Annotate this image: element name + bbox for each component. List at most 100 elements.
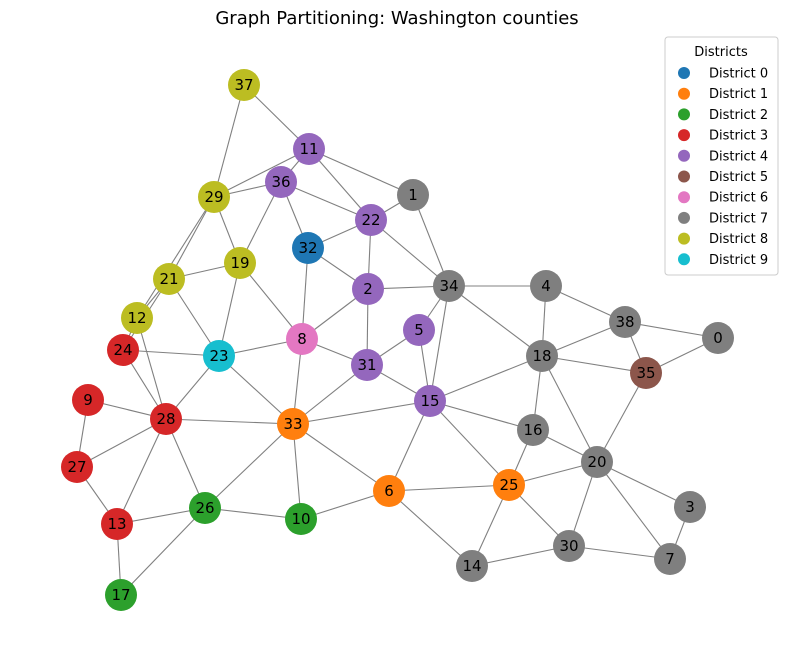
node-circle-6 — [373, 475, 405, 507]
node-label-8: 8 — [297, 330, 307, 348]
node-11: 11 — [293, 133, 325, 165]
node-label-33: 33 — [283, 415, 302, 433]
edge-22-34 — [370, 219, 450, 287]
edge-18-35 — [541, 355, 647, 374]
edge-11-1 — [308, 148, 414, 196]
edge-24-23 — [122, 349, 220, 357]
node-circle-29 — [198, 181, 230, 213]
node-circle-10 — [285, 503, 317, 535]
edge-19-8 — [239, 262, 303, 340]
node-label-34: 34 — [439, 277, 458, 295]
node-circle-12 — [121, 302, 153, 334]
node-19: 19 — [224, 247, 256, 279]
node-label-27: 27 — [67, 458, 86, 476]
node-label-26: 26 — [195, 499, 214, 517]
node-18: 18 — [526, 340, 558, 372]
legend-marker-1 — [678, 87, 690, 100]
edge-28-33 — [165, 418, 294, 425]
legend-label-3: District 3 — [709, 129, 768, 144]
node-circle-33 — [277, 408, 309, 440]
node-label-36: 36 — [271, 173, 290, 191]
node-24: 24 — [107, 334, 139, 366]
legend-item-district-6: District 6 — [678, 191, 768, 206]
node-8: 8 — [286, 323, 318, 355]
node-circle-37 — [228, 69, 260, 101]
legend-item-district-4: District 4 — [678, 149, 768, 164]
node-circle-24 — [107, 334, 139, 366]
node-label-3: 3 — [685, 498, 695, 516]
legend-label-1: District 1 — [709, 87, 768, 102]
node-circle-28 — [150, 403, 182, 435]
node-label-13: 13 — [107, 515, 126, 533]
edge-6-14 — [388, 490, 473, 567]
node-23: 23 — [203, 340, 235, 372]
edge-15-25 — [429, 400, 510, 486]
node-label-31: 31 — [357, 356, 376, 374]
node-label-22: 22 — [361, 211, 380, 229]
legend-frame — [664, 36, 779, 276]
edge-33-6 — [292, 423, 390, 492]
node-circle-18 — [526, 340, 558, 372]
node-label-12: 12 — [127, 309, 146, 327]
node-3: 3 — [674, 491, 706, 523]
node-circle-34 — [433, 270, 465, 302]
legend-marker-4 — [678, 149, 690, 162]
node-10: 10 — [285, 503, 317, 535]
node-9: 9 — [72, 384, 104, 416]
node-32: 32 — [292, 232, 324, 264]
legend-label-0: District 0 — [709, 67, 768, 82]
node-label-23: 23 — [209, 347, 228, 365]
node-label-19: 19 — [230, 254, 249, 272]
edge-37-29 — [213, 84, 245, 198]
node-label-17: 17 — [111, 586, 130, 604]
legend: Districts District 0 District 1 District 2… — [664, 36, 779, 276]
node-14: 14 — [456, 550, 488, 582]
legend-label-8: District 8 — [709, 232, 768, 247]
edge-6-25 — [388, 484, 510, 492]
edge-1-34 — [412, 194, 450, 287]
edge-20-3 — [596, 461, 691, 508]
node-circle-16 — [517, 414, 549, 446]
node-circle-15 — [414, 385, 446, 417]
node-30: 30 — [553, 530, 585, 562]
node-label-20: 20 — [587, 453, 606, 471]
edge-23-33 — [218, 355, 294, 425]
node-15: 15 — [414, 385, 446, 417]
node-29: 29 — [198, 181, 230, 213]
legend-marker-8 — [678, 232, 690, 245]
legend-label-9: District 9 — [709, 253, 768, 268]
legend-title: Districts — [694, 45, 748, 60]
node-circle-35 — [630, 357, 662, 389]
node-31: 31 — [351, 349, 383, 381]
legend-marker-3 — [678, 129, 690, 142]
node-circle-22 — [355, 204, 387, 236]
node-label-5: 5 — [414, 321, 424, 339]
node-label-9: 9 — [83, 391, 93, 409]
node-label-1: 1 — [408, 186, 418, 204]
legend-label-7: District 7 — [709, 211, 768, 226]
node-13: 13 — [101, 508, 133, 540]
edge-15-6 — [388, 400, 431, 492]
node-label-25: 25 — [499, 476, 518, 494]
node-circle-38 — [609, 306, 641, 338]
node-circle-31 — [351, 349, 383, 381]
node-circle-2 — [352, 273, 384, 305]
node-label-15: 15 — [420, 392, 439, 410]
node-label-28: 28 — [156, 410, 175, 428]
legend-item-district-2: District 2 — [678, 108, 768, 123]
node-circle-36 — [265, 166, 297, 198]
node-35: 35 — [630, 357, 662, 389]
legend-item-district-9: District 9 — [678, 253, 768, 268]
legend-marker-6 — [678, 191, 690, 204]
edge-28-13 — [116, 418, 167, 525]
node-4: 4 — [530, 270, 562, 302]
node-label-2: 2 — [363, 280, 373, 298]
node-circle-5 — [403, 314, 435, 346]
node-38: 38 — [609, 306, 641, 338]
node-1: 1 — [397, 179, 429, 211]
node-label-0: 0 — [713, 329, 723, 347]
node-circle-19 — [224, 247, 256, 279]
node-label-16: 16 — [523, 421, 542, 439]
node-label-7: 7 — [665, 550, 675, 568]
